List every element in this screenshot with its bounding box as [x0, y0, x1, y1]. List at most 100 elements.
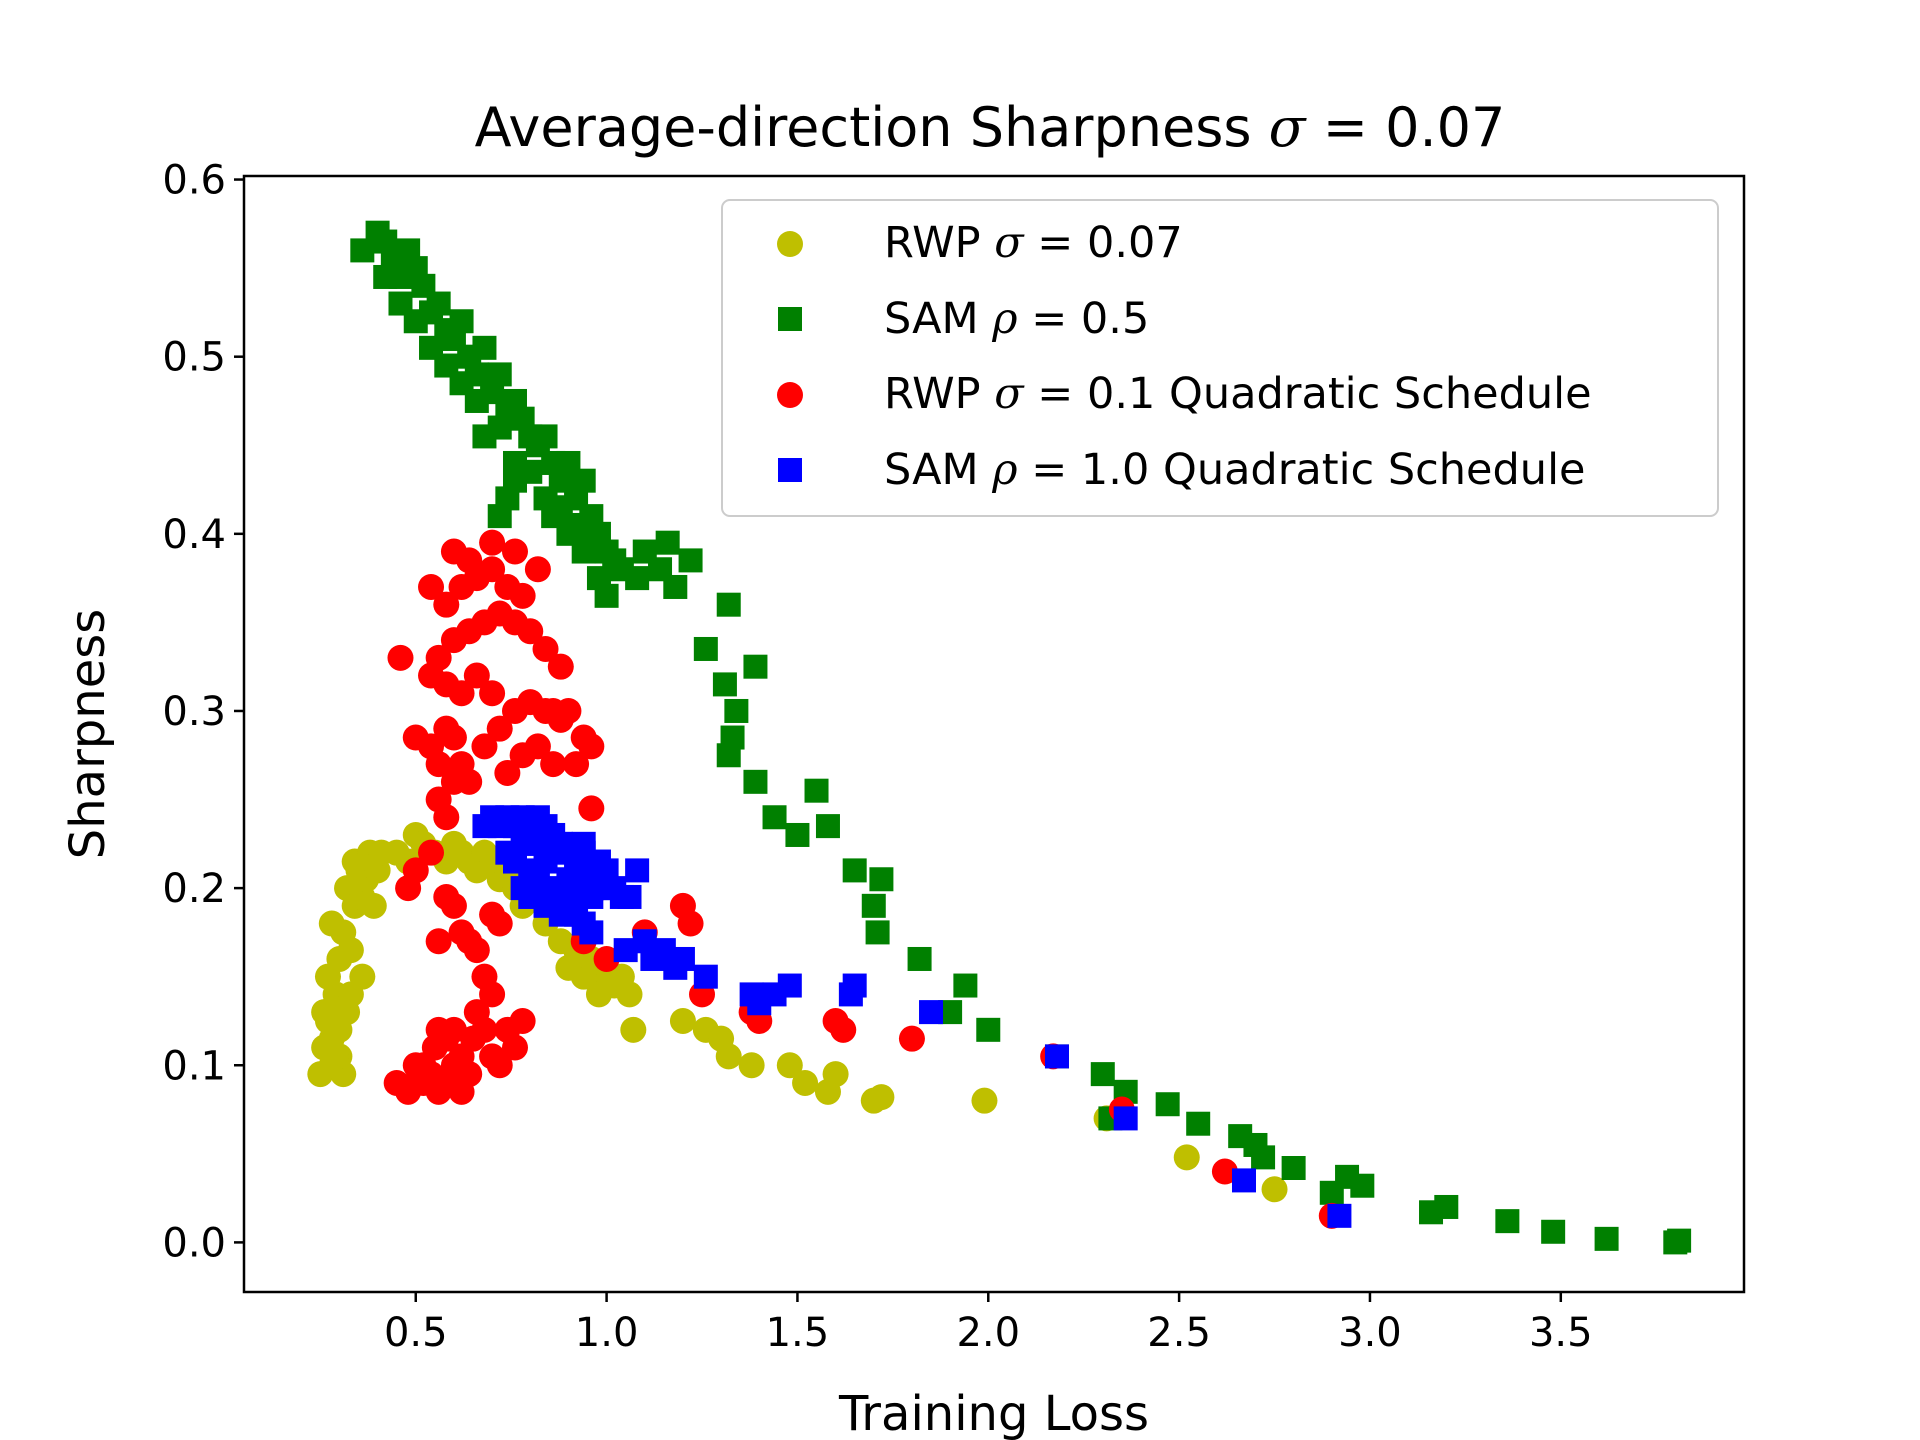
data-point-rwp-0-07	[616, 981, 643, 1008]
legend-label-sam-10-quadratic: SAM ρ = 1.0 Quadratic Schedule	[884, 445, 1585, 495]
data-point-sam-0-5	[487, 504, 512, 529]
data-point-sam-0-5	[487, 362, 512, 387]
data-point-sam-0-5	[743, 654, 768, 679]
data-point-rwp-0-1-quadratic-schedule	[418, 573, 445, 600]
data-point-rwp-0-1-quadratic-schedule	[898, 1025, 925, 1052]
data-point-rwp-0-07	[360, 892, 387, 919]
data-point-rwp-0-07	[738, 1052, 765, 1079]
data-point-sam-0-5	[861, 893, 886, 918]
data-point-rwp-0-07	[971, 1087, 998, 1114]
data-point-rwp-0-1-quadratic-schedule	[578, 795, 605, 822]
data-point-sam-0-5	[869, 867, 894, 892]
data-point-rwp-0-1-quadratic-schedule	[425, 1016, 452, 1043]
y-axis-ticks: 0.0 0.1 0.2 0.3 0.4 0.5 0.6	[162, 158, 244, 1266]
data-point-sam-1-0-quadratic-schedule	[1232, 1168, 1256, 1193]
x-tick-label: 2.0	[956, 1310, 1020, 1356]
data-point-sam-1-0-quadratic-schedule	[1044, 1044, 1069, 1069]
data-point-rwp-0-07	[318, 910, 345, 937]
data-point-sam-1-0-quadratic-schedule	[556, 867, 581, 892]
data-point-rwp-0-1-quadratic-schedule	[677, 910, 704, 937]
data-point-sam-0-5	[571, 539, 596, 564]
data-point-sam-0-5	[1594, 1226, 1619, 1251]
x-tick-label: 1.0	[575, 1310, 639, 1356]
data-point-sam-0-5	[785, 822, 810, 847]
data-point-sam-1-0-quadratic-schedule	[586, 849, 611, 874]
data-point-sam-1-0-quadratic-schedule	[594, 876, 619, 901]
data-point-rwp-0-1-quadratic-schedule	[494, 759, 521, 786]
data-point-sam-0-5	[1495, 1209, 1520, 1234]
data-point-rwp-0-1-quadratic-schedule	[433, 883, 460, 910]
y-axis-label: Sharpness	[60, 609, 116, 859]
data-point-sam-0-5	[762, 805, 787, 830]
data-point-rwp-0-1-quadratic-schedule	[1211, 1158, 1238, 1185]
data-point-sam-0-5	[594, 583, 619, 608]
data-point-sam-0-5	[842, 858, 867, 883]
data-point-sam-0-5	[472, 335, 497, 360]
data-point-sam-0-5	[625, 566, 650, 591]
data-point-sam-1-0-quadratic-schedule	[617, 884, 642, 909]
data-point-sam-0-5	[693, 636, 718, 661]
data-point-sam-1-0-quadratic-schedule	[579, 920, 604, 945]
data-point-rwp-0-1-quadratic-schedule	[425, 644, 452, 671]
data-point-rwp-0-1-quadratic-schedule	[479, 556, 506, 583]
x-axis-label: Training Loss	[838, 1386, 1149, 1440]
data-point-rwp-0-1-quadratic-schedule	[830, 1016, 857, 1043]
legend-label-rwp-01-quadratic: RWP σ = 0.1 Quadratic Schedule	[884, 369, 1592, 419]
series-rwp-0-07	[307, 821, 1288, 1203]
data-point-rwp-0-07	[715, 1043, 742, 1070]
data-point-sam-0-5	[1251, 1145, 1276, 1170]
data-point-sam-0-5	[865, 920, 890, 945]
legend-label-sam-05: SAM ρ = 0.5	[884, 294, 1149, 344]
data-point-rwp-0-1-quadratic-schedule	[578, 733, 605, 760]
data-point-rwp-0-1-quadratic-schedule	[501, 538, 528, 565]
data-point-rwp-0-1-quadratic-schedule	[471, 733, 498, 760]
data-point-sam-0-5	[1434, 1194, 1459, 1219]
y-tick-label: 0.2	[162, 866, 226, 912]
data-point-rwp-0-1-quadratic-schedule	[532, 635, 559, 662]
x-tick-label: 1.5	[766, 1310, 830, 1356]
x-tick-label: 2.5	[1147, 1310, 1211, 1356]
x-tick-label: 3.5	[1529, 1310, 1593, 1356]
legend: RWP σ = 0.07 SAM ρ = 0.5 RWP σ = 0.1 Qua…	[721, 199, 1719, 517]
series-sam-1-0-quadratic-schedule	[472, 805, 1352, 1228]
data-point-rwp-0-1-quadratic-schedule	[524, 556, 551, 583]
data-point-sam-0-5	[1090, 1062, 1115, 1087]
data-point-rwp-0-07	[620, 1016, 647, 1043]
data-point-sam-0-5	[533, 424, 558, 449]
data-point-sam-0-5	[815, 814, 840, 839]
data-point-rwp-0-1-quadratic-schedule	[448, 919, 475, 946]
data-point-sam-1-0-quadratic-schedule	[525, 831, 550, 856]
y-tick-label: 0.3	[162, 689, 226, 735]
y-tick-label: 0.6	[162, 158, 226, 204]
data-point-sam-0-5	[976, 1017, 1001, 1042]
data-point-sam-0-5	[571, 468, 596, 493]
data-point-rwp-0-07	[1173, 1144, 1200, 1171]
y-tick-label: 0.1	[162, 1043, 226, 1089]
data-point-sam-0-5	[487, 415, 512, 440]
data-point-sam-1-0-quadratic-schedule	[919, 1000, 944, 1025]
data-point-sam-0-5	[743, 769, 768, 794]
data-point-rwp-0-07	[792, 1069, 819, 1096]
data-point-rwp-0-1-quadratic-schedule	[448, 751, 475, 778]
data-point-rwp-0-1-quadratic-schedule	[402, 1069, 429, 1096]
data-point-rwp-0-1-quadratic-schedule	[486, 910, 513, 937]
y-tick-label: 0.0	[162, 1220, 226, 1266]
legend-box	[721, 199, 1719, 517]
data-point-rwp-0-1-quadratic-schedule	[563, 751, 590, 778]
legend-marker-rwp-007	[777, 231, 803, 257]
data-point-rwp-0-1-quadratic-schedule	[479, 529, 506, 556]
x-axis-ticks: 0.5 1.0 1.5 2.0 2.5 3.0 3.5	[384, 1292, 1593, 1356]
data-point-sam-0-5	[655, 530, 680, 555]
data-point-rwp-0-1-quadratic-schedule	[593, 945, 620, 972]
data-point-rwp-0-1-quadratic-schedule	[463, 662, 490, 689]
data-point-rwp-0-1-quadratic-schedule	[433, 591, 460, 618]
data-point-sam-0-5	[1667, 1228, 1692, 1253]
series-sam-0-5	[350, 220, 1692, 1255]
data-point-rwp-0-1-quadratic-schedule	[425, 751, 452, 778]
legend-marker-rwp-01-quadratic	[777, 382, 803, 408]
data-point-rwp-0-1-quadratic-schedule	[547, 653, 574, 680]
x-tick-label: 0.5	[384, 1310, 448, 1356]
data-point-sam-0-5	[1541, 1219, 1566, 1244]
data-point-rwp-0-1-quadratic-schedule	[425, 786, 452, 813]
